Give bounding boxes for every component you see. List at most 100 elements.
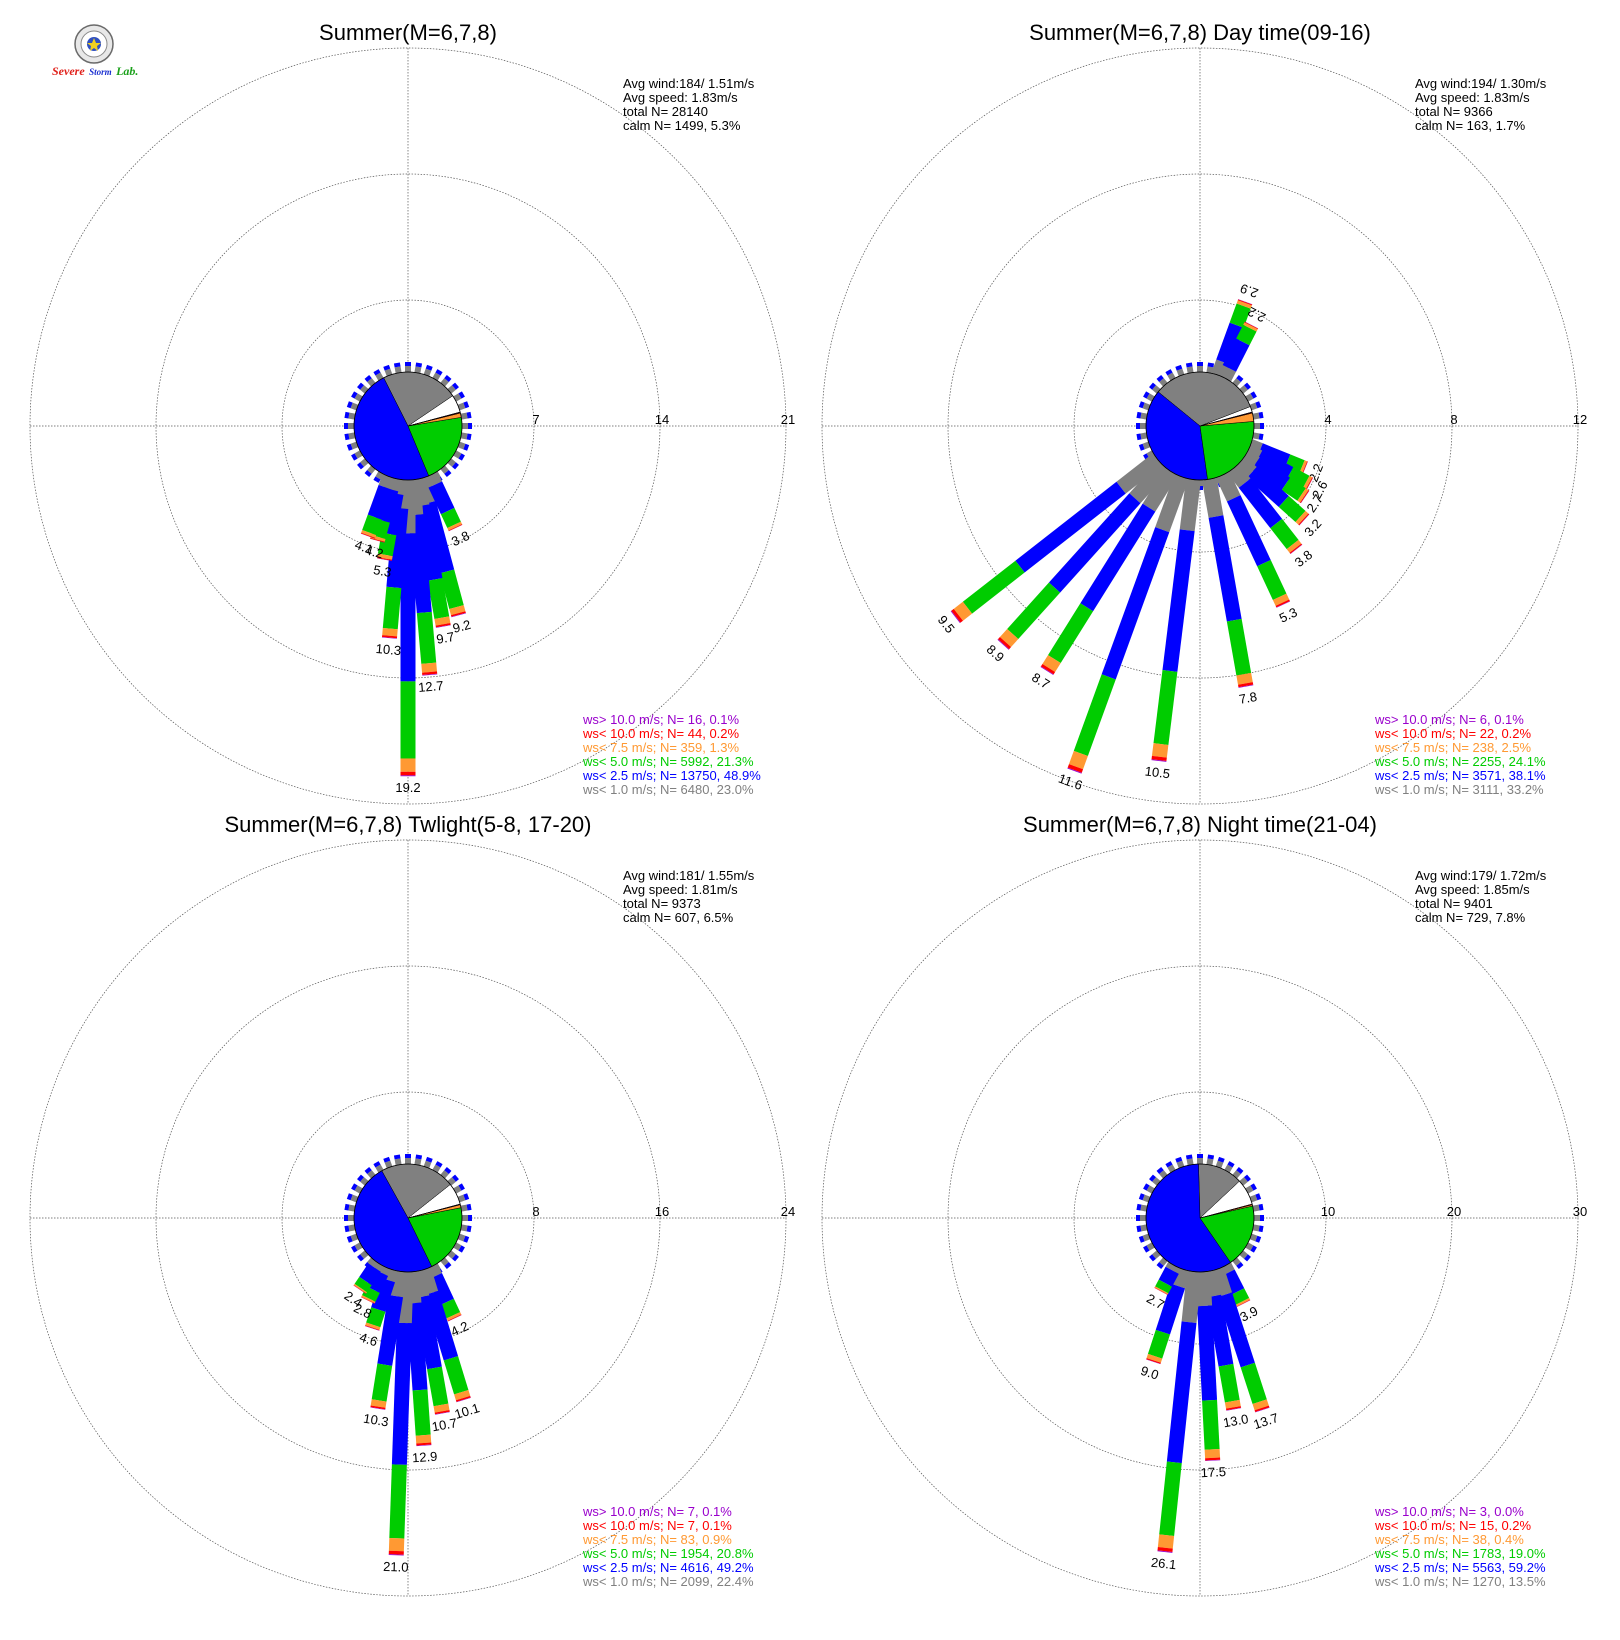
stat-total: total N= 9366 [1415, 104, 1493, 119]
bar-segment-ws_lt_5 [1257, 559, 1287, 601]
minor-bar-blue [1207, 362, 1215, 368]
bar-segment-ws_lt_1 [1201, 477, 1224, 518]
minor-bar-blue [466, 411, 472, 419]
bar-segment-ws_lt_2_5 [1221, 1269, 1245, 1296]
bar-segment-ws_lt_2_5 [1255, 450, 1294, 481]
bar-segment-ws_lt_7_5 [1157, 1534, 1175, 1549]
bar-segment-ws_lt_7_5 [421, 662, 437, 673]
minor-bar-gray [375, 471, 384, 480]
minor-bar-gray [1167, 1164, 1176, 1173]
ring-label: 30 [1573, 1204, 1587, 1219]
minor-bar-blue [1185, 362, 1193, 368]
minor-bar-gray [1252, 1204, 1260, 1212]
minor-bar-blue [346, 1193, 353, 1201]
minor-bar-blue [373, 369, 381, 376]
minor-bar-gray [360, 1250, 369, 1259]
minor-bar-gray [1152, 1177, 1161, 1186]
bar-segment-ws_lt_5 [1202, 1399, 1220, 1450]
minor-bar-blue [1227, 1161, 1235, 1168]
bar-value-label: 2.9 [1238, 281, 1260, 301]
bar-segment-ws_lt_2_5 [1226, 495, 1271, 567]
bar-segment-ws_lt_5 [371, 518, 390, 539]
minor-bar-gray [460, 1204, 468, 1212]
minor-bar-gray [1146, 393, 1155, 402]
bar-segment-ws_lt_10 [1289, 543, 1303, 554]
minor-bar-gray [1167, 372, 1176, 381]
bar-segment-ws_lt_2_5 [1080, 503, 1156, 612]
minor-bar-gray [1249, 402, 1258, 411]
bar-segment-ws_lt_1 [1165, 1262, 1182, 1274]
minor-bar-gray [1232, 1257, 1241, 1266]
minor-bar-blue [344, 411, 350, 419]
minor-bar-gray [354, 450, 363, 459]
stat-calm: calm N= 729, 7.8% [1415, 910, 1526, 925]
bar-value-label: 9.5 [935, 613, 958, 636]
bar-value-label: 13.7 [1252, 1410, 1281, 1432]
stat-avg-wind: Avg wind:179/ 1.72m/s [1415, 868, 1547, 883]
minor-bar-blue [351, 1183, 358, 1191]
bar-value-label: 2.2 [1245, 304, 1268, 326]
minor-bar-blue [1138, 401, 1145, 409]
legend-entry: ws< 7.5 m/s; N= 238, 2.5% [1374, 740, 1532, 755]
minor-bar-blue [466, 1203, 472, 1211]
minor-bar-blue [1250, 1245, 1257, 1253]
legend-entry: ws> 10.0 m/s; N= 16, 0.1% [582, 712, 740, 727]
bar-segment-ws_lt_7_5 [361, 1295, 376, 1304]
stat-avg-wind: Avg wind:194/ 1.30m/s [1415, 76, 1547, 91]
bar-segment-ws_lt_2_5 [377, 1294, 404, 1366]
minor-bar-blue [1255, 1193, 1262, 1201]
minor-bar-gray [1152, 1250, 1161, 1259]
ring-label: 8 [1450, 412, 1457, 427]
bar-value-label: 10.3 [375, 641, 402, 658]
minor-bar-blue [364, 1167, 372, 1174]
ring-label: 8 [532, 1204, 539, 1219]
bar-segment-ws_lt_10 [1254, 1405, 1270, 1412]
wind-rose-panel-1: Summer(M=6,7,8) 7 14 21 9.29.7 12.7 19.2 10.3 5.… [29, 20, 795, 805]
chart-title: Summer(M=6,7,8) Night time(21-04) [1023, 812, 1377, 837]
stat-avg-speed: Avg speed: 1.83m/s [1415, 90, 1530, 105]
minor-bar-blue [351, 391, 358, 399]
pie-outline [353, 371, 463, 481]
bar-segment-ws_lt_10 [1040, 664, 1056, 675]
bar-segment-ws_lt_1 [368, 1258, 385, 1272]
minor-bar-blue [1244, 382, 1251, 390]
bar-segment-ws_lt_2_5 [408, 514, 432, 614]
wind-rose-panel-2: Summer(M=6,7,8) Day time(09-16) 4 8 12 2.9 2.… [821, 20, 1587, 805]
minor-bar-gray [360, 385, 369, 394]
minor-bar-blue [444, 375, 452, 382]
bar-segment-ws_lt_7_5 [353, 1283, 367, 1294]
minor-bar-gray [414, 1158, 422, 1166]
logo-severe-text: Severe [52, 64, 85, 78]
minor-bar-gray [447, 1177, 456, 1186]
bar-segment-ws_lt_5 [962, 560, 1025, 614]
bar-segment-ws_lt_1 [1240, 449, 1260, 470]
minor-bar-blue [1143, 1245, 1150, 1253]
legend-entry: ws< 7.5 m/s; N= 38, 0.4% [1374, 1532, 1524, 1547]
minor-bar-blue [458, 453, 465, 461]
minor-bar-blue [1258, 433, 1264, 441]
minor-bar-blue [1236, 1167, 1244, 1174]
minor-bar-blue [1138, 443, 1145, 451]
minor-bar-blue [444, 470, 452, 477]
minor-bar-gray [432, 1164, 441, 1173]
bar-segment-ws_lt_2_5 [1162, 529, 1195, 672]
bar-segment-ws_lt_1 [380, 1267, 399, 1283]
bar-segment-ws_lt_7_5 [382, 627, 398, 637]
bar-value-label: 10.5 [1144, 763, 1171, 781]
minor-bar-blue [1156, 375, 1164, 382]
bar-value-label: 3.8 [1292, 547, 1315, 570]
bar-segment-ws_lt_7_5 [365, 1322, 381, 1330]
minor-bar-gray [453, 393, 462, 402]
bar-value-label: 4.6 [358, 1329, 380, 1349]
bar-segment-ws_lt_2_5 [1048, 493, 1141, 593]
minor-bar-blue [435, 1161, 443, 1168]
bar-segment-ws_lt_7_5 [1286, 539, 1302, 553]
minor-bar-blue [383, 364, 391, 371]
bar-segment-ws_lt_2_5 [1015, 481, 1126, 573]
minor-bar-blue [351, 453, 358, 461]
minor-bar-gray [1142, 1194, 1151, 1203]
bar-segment-ws_lt_2_5 [366, 1269, 389, 1293]
legend-entry: ws< 2.5 m/s; N= 5563, 59.2% [1374, 1560, 1546, 1575]
minor-bar-blue [1185, 1154, 1193, 1160]
